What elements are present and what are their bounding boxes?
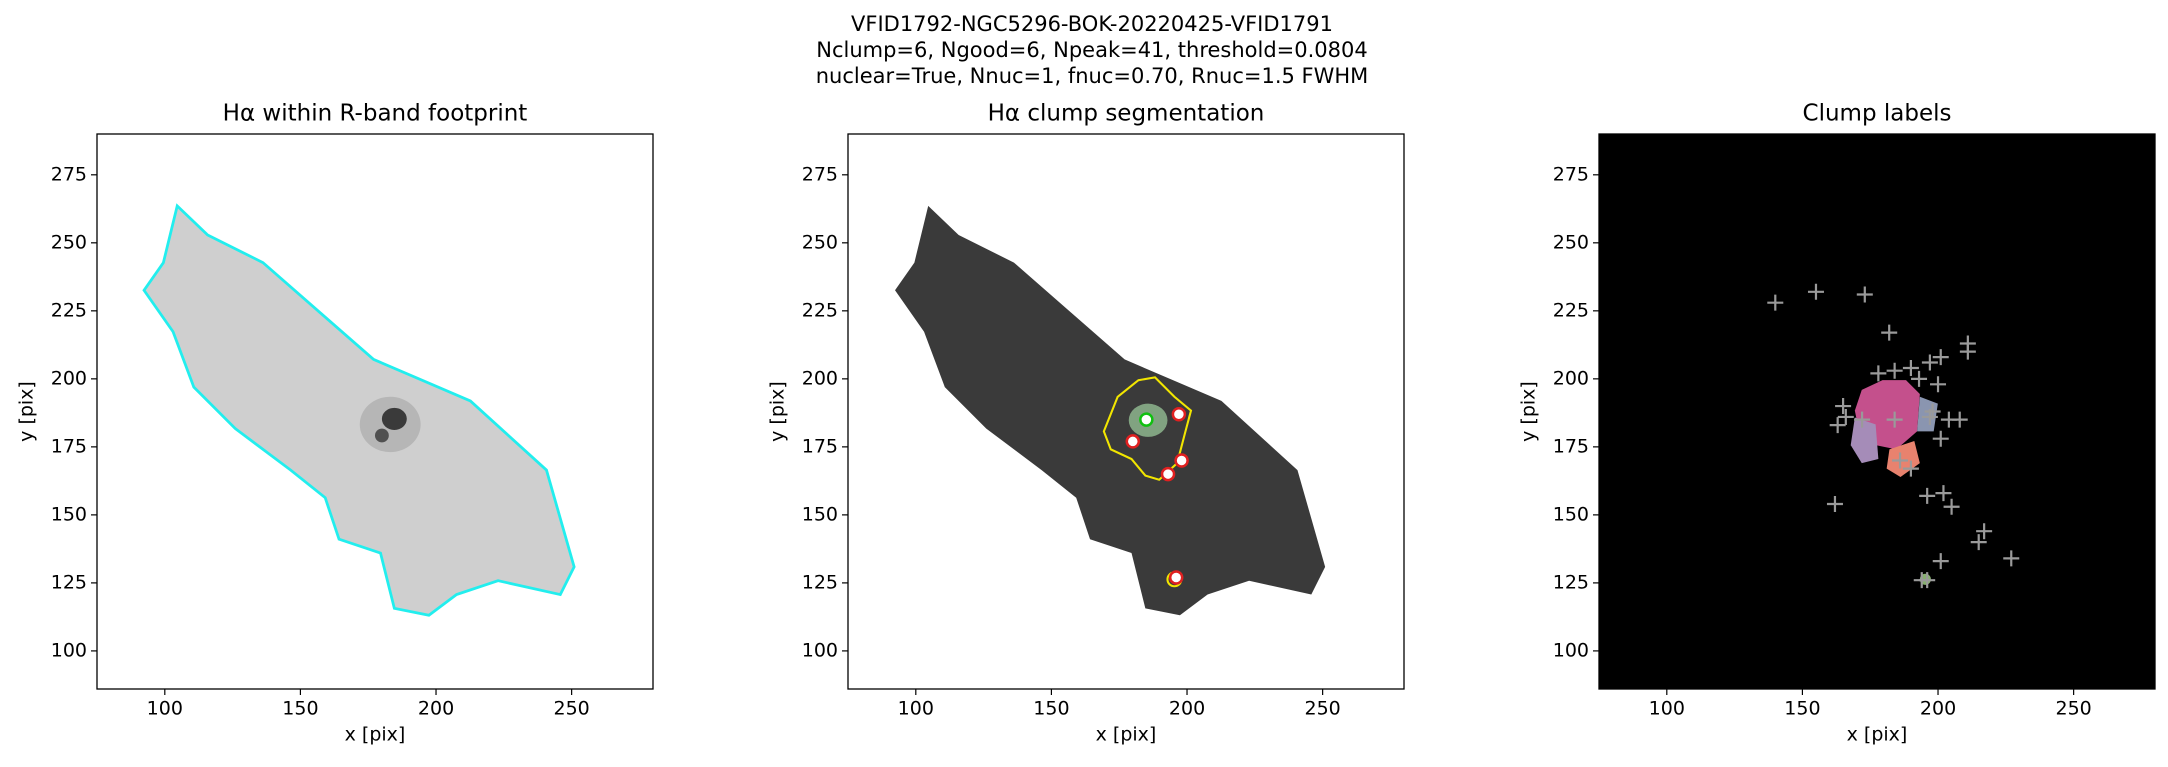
- peak: [1919, 487, 1936, 504]
- suptitle: Nclump=6, Ngood=6, Npeak=41, threshold=0…: [816, 38, 1368, 62]
- y-tick-label: 125: [51, 571, 87, 593]
- x-tick-label: 150: [1033, 698, 1069, 720]
- galaxy: [895, 205, 1326, 616]
- halo: [359, 396, 421, 453]
- axes-frame: [1598, 133, 2156, 690]
- peak: [1881, 324, 1898, 341]
- y-tick-label: 175: [802, 435, 838, 457]
- suptitle: nuclear=True, Nnuc=1, fnuc=0.70, Rnuc=1.…: [816, 64, 1369, 88]
- peak: [1837, 408, 1854, 425]
- x-tick-label: 200: [1169, 698, 1205, 720]
- peak: [1892, 452, 1909, 469]
- y-axis-label: y [pix]: [16, 381, 38, 442]
- y-tick-label: 100: [802, 639, 838, 661]
- peak: [1921, 354, 1938, 371]
- peak: [1932, 430, 1949, 447]
- panel-3-image: [1850, 380, 1938, 585]
- peak: [1767, 294, 1784, 311]
- y-axis-label: y [pix]: [1518, 381, 1540, 442]
- peak: [1160, 466, 1176, 482]
- axes-frame: [847, 133, 1405, 690]
- x-axis-label: x [pix]: [345, 724, 406, 746]
- x-tick-label: 250: [554, 698, 590, 720]
- x-tick-label: 250: [1305, 698, 1341, 720]
- y-tick-label: 150: [802, 503, 838, 525]
- peak: [2003, 550, 2020, 567]
- peak: [1807, 283, 1824, 300]
- x-tick-label: 100: [147, 698, 183, 720]
- peak: [1125, 434, 1141, 449]
- y-tick-label: 225: [802, 299, 838, 321]
- y-tick-label: 200: [1553, 367, 1589, 389]
- y-tick-label: 275: [802, 163, 838, 185]
- axes-title: Hα clump segmentation: [988, 101, 1265, 127]
- peak: [1921, 408, 1938, 425]
- y-tick-label: 225: [1553, 299, 1589, 321]
- peak: [1970, 534, 1987, 551]
- x-tick-label: 100: [1649, 698, 1685, 720]
- peak: [1835, 398, 1852, 415]
- axes-frame: [96, 133, 654, 690]
- y-tick-label: 275: [51, 163, 87, 185]
- y-tick-label: 125: [802, 571, 838, 593]
- peak: [1171, 406, 1187, 422]
- y-tick-label: 250: [1553, 231, 1589, 253]
- x-tick-label: 200: [418, 698, 454, 720]
- peak: [1932, 349, 1949, 366]
- galaxy-footprint: [142, 203, 576, 617]
- x-tick-label: 150: [282, 698, 318, 720]
- peak: [1976, 523, 1993, 540]
- peak: [1139, 412, 1154, 427]
- y-tick-label: 175: [1553, 435, 1589, 457]
- peak: [1168, 570, 1184, 585]
- peak: [1951, 411, 1968, 428]
- peak: [1174, 453, 1189, 468]
- y-axis-label: y [pix]: [767, 381, 789, 442]
- y-tick-label: 100: [1553, 639, 1589, 661]
- x-tick-label: 250: [2056, 698, 2092, 720]
- y-tick-label: 275: [1553, 163, 1589, 185]
- x-tick-label: 200: [1920, 698, 1956, 720]
- peak: [1856, 286, 1873, 303]
- peak: [1932, 553, 1949, 570]
- peak: [1854, 411, 1871, 428]
- y-tick-label: 125: [1553, 571, 1589, 593]
- x-axis-label: x [pix]: [1847, 724, 1908, 746]
- nucleus: [374, 428, 389, 443]
- peak: [1826, 496, 1843, 512]
- clump-label: [1850, 417, 1879, 464]
- panel-1-image: [142, 203, 576, 617]
- peak: [1935, 485, 1952, 502]
- x-tick-label: 150: [1784, 698, 1820, 720]
- y-tick-label: 150: [1553, 503, 1589, 525]
- y-tick-label: 200: [51, 367, 87, 389]
- nucleus: [381, 407, 407, 430]
- y-tick-label: 225: [51, 299, 87, 321]
- suptitle: VFID1792-NGC5296-BOK-20220425-VFID1791: [851, 12, 1333, 36]
- peak: [1959, 343, 1976, 360]
- peak: [1911, 370, 1928, 387]
- peak: [1870, 365, 1887, 382]
- y-tick-label: 100: [51, 639, 87, 661]
- peak: [1886, 362, 1903, 379]
- y-tick-label: 250: [51, 231, 87, 253]
- y-tick-label: 150: [51, 503, 87, 525]
- y-tick-label: 200: [802, 367, 838, 389]
- peak: [1829, 417, 1846, 434]
- peak: [1886, 411, 1903, 428]
- peak: [1902, 359, 1919, 376]
- axes-title: Clump labels: [1803, 101, 1952, 127]
- peak: [1930, 376, 1947, 393]
- x-tick-label: 100: [898, 698, 934, 720]
- peak: [1919, 572, 1936, 589]
- peak: [1902, 460, 1919, 477]
- y-tick-label: 250: [802, 231, 838, 253]
- axes-title: Hα within R-band footprint: [223, 101, 528, 127]
- panel-2-image: [895, 205, 1326, 616]
- peak: [1943, 498, 1960, 515]
- y-tick-label: 175: [51, 435, 87, 457]
- x-axis-label: x [pix]: [1096, 724, 1157, 746]
